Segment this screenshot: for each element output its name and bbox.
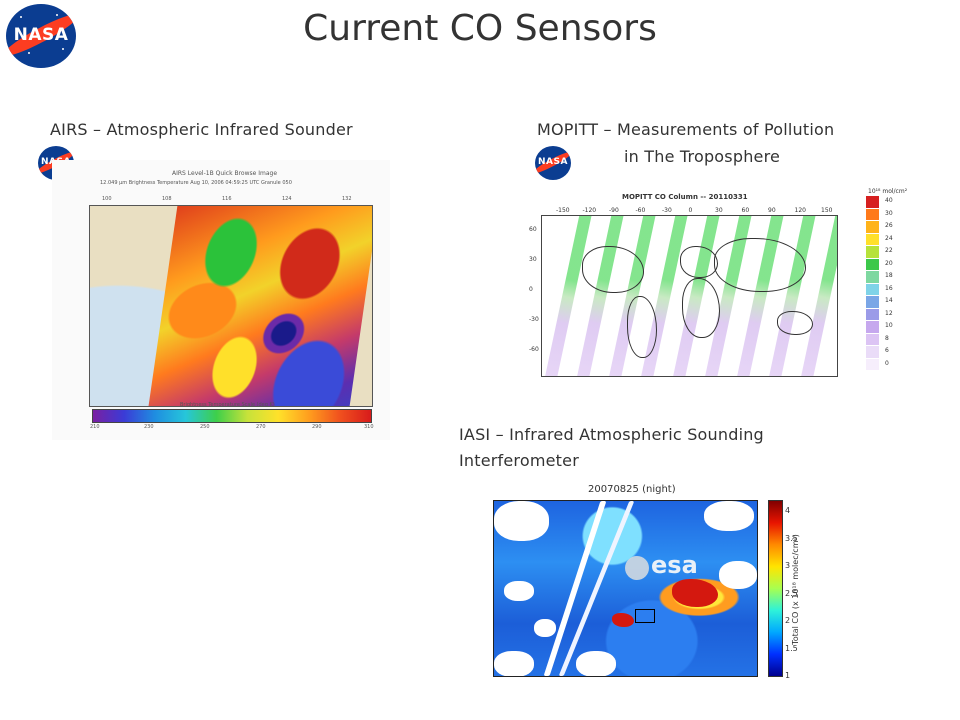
mopitt-colorbar-tick: 26 [885,222,893,229]
mopitt-lon-tick: -90 [609,207,619,214]
iasi-colorbar-tick: 3 [785,561,791,570]
airs-figure-title: AIRS Level-1B Quick Browse Image [172,170,278,177]
airs-cbar-tick: 290 [312,424,322,430]
airs-map [89,205,373,407]
mopitt-colorbar-tick: 22 [885,247,893,254]
mopitt-caption-line2: in The Troposphere [624,147,781,166]
iasi-caption-line1: IASI – Infrared Atmospheric Sounding [459,425,764,444]
mopitt-lon-tick: -60 [635,207,646,214]
mopitt-caption-line1: MOPITT – Measurements of Pollution [537,120,835,139]
mopitt-colorbar-tick: 10 [885,322,893,329]
airs-cbar-tick: 270 [256,424,266,430]
mopitt-lat-tick: 0 [529,286,533,293]
nasa-logo-mopitt: NASA [535,146,571,180]
mopitt-colorbar-tick: 24 [885,234,893,242]
airs-lon-tick: 100 [102,196,112,202]
airs-colorbar-label: Brightness Temperature Scale (deg K) [180,402,275,408]
airs-lon-tick: 116 [222,196,232,202]
mopitt-colorbar-tick: 30 [885,209,893,217]
airs-figure-subtitle: 12.049 µm Brightness Temperature Aug 10,… [100,180,292,186]
mopitt-colorbar-tick: 6 [885,347,889,354]
iasi-colorbar-tick: 1.5 [785,643,798,653]
airs-lon-tick: 132 [342,196,352,202]
mopitt-lon-tick: -150 [556,207,570,214]
mopitt-lon-tick: 120 [794,207,806,214]
iasi-colorbar-tick: 2 [785,616,791,625]
iasi-colorbar [768,500,783,677]
mopitt-lon-tick: 90 [768,207,776,214]
mopitt-colorbar [866,196,879,380]
mopitt-lat-tick: -30 [529,316,539,323]
mopitt-lon-tick: 150 [821,207,833,214]
airs-swath [142,206,372,406]
mopitt-colorbar-tick: 0 [885,359,889,367]
mopitt-lon-tick: 30 [715,207,723,214]
mopitt-lat-tick: 60 [529,226,537,233]
iasi-figure-title: 20070825 (night) [588,484,676,495]
mopitt-colorbar-tick: 40 [885,197,893,204]
airs-cbar-tick: 310 [364,424,374,430]
iasi-colorbar-tick: 4 [785,506,791,515]
airs-figure: AIRS Level-1B Quick Browse Image 12.049 … [52,160,390,440]
iasi-colorbar-tick: 1 [785,671,791,680]
iasi-colorbar-tick: 2.5 [785,588,798,598]
mopitt-lon-tick: -30 [662,207,672,214]
mopitt-map [541,215,838,377]
airs-lon-tick: 124 [282,196,292,202]
airs-lon-tick: 108 [162,196,172,202]
mopitt-colorbar-tick: 20 [885,259,893,267]
slide-title: Current CO Sensors [303,8,657,49]
airs-cbar-tick: 210 [90,424,100,430]
airs-colorbar [92,409,372,423]
mopitt-lon-tick: 60 [741,207,750,214]
mopitt-colorbar-tick: 16 [885,284,893,292]
mopitt-lat-tick: 30 [529,256,537,263]
mopitt-lat-tick: -60 [529,346,539,353]
mopitt-cbar-unit: 10¹⁸ mol/cm² [868,188,908,195]
iasi-map [493,500,758,677]
mopitt-colorbar-tick: 14 [885,297,893,304]
mopitt-lon-tick: -120 [582,207,597,214]
mopitt-lon-tick: 0 [688,207,693,214]
esa-logo-text: esa [651,551,698,579]
iasi-caption-line2: Interferometer [459,451,579,470]
airs-cbar-tick: 230 [144,424,154,430]
airs-cbar-tick: 250 [200,424,210,430]
mopitt-figure-title: MOPITT CO Column -- 20110331 [622,193,748,201]
mopitt-colorbar-tick: 12 [885,309,893,317]
mopitt-colorbar-tick: 18 [885,272,893,279]
esa-logo: esa [625,551,698,583]
nasa-logo: NASA [6,4,76,68]
mopitt-colorbar-tick: 8 [885,334,889,342]
iasi-colorbar-tick: 3.5 [785,533,798,543]
airs-caption: AIRS – Atmospheric Infrared Sounder [50,120,353,139]
iasi-colorbar-label: Total CO (x 10¹⁸ molec/cm²) [790,534,800,645]
